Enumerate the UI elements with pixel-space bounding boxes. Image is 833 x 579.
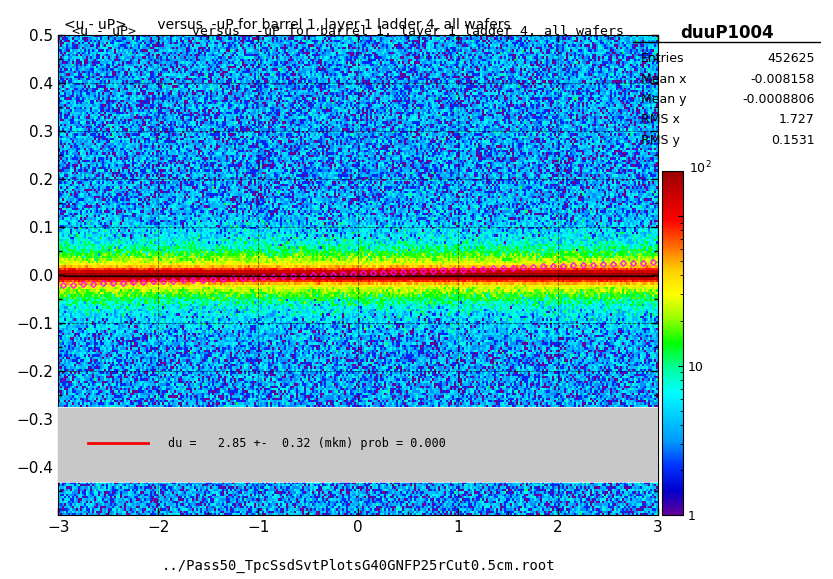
Text: <u - uP>       versus  -uP for barrel 1, layer 1 ladder 4, all wafers: <u - uP> versus -uP for barrel 1, layer … xyxy=(72,25,624,38)
Text: Mean x: Mean x xyxy=(641,72,686,86)
Text: 1.727: 1.727 xyxy=(779,113,815,126)
Text: <u - uP>       versus  -uP for barrel 1, layer 1 ladder 4, all wafers: <u - uP> versus -uP for barrel 1, layer … xyxy=(64,19,511,32)
Text: ../Pass50_TpcSsdSvtPlotsG40GNFP25rCut0.5cm.root: ../Pass50_TpcSsdSvtPlotsG40GNFP25rCut0.5… xyxy=(162,559,555,573)
Text: -0.008158: -0.008158 xyxy=(751,72,815,86)
Text: $\mathregular{10^2}$: $\mathregular{10^2}$ xyxy=(689,160,711,177)
Text: Entries: Entries xyxy=(641,52,684,65)
Text: -0.0008806: -0.0008806 xyxy=(742,93,815,106)
Bar xyxy=(58,407,658,482)
Text: Mean y: Mean y xyxy=(641,93,686,106)
Text: duuP1004: duuP1004 xyxy=(680,24,774,42)
Text: 0.1531: 0.1531 xyxy=(771,134,815,146)
Text: RMS y: RMS y xyxy=(641,134,680,146)
Text: RMS x: RMS x xyxy=(641,113,680,126)
Text: du =   2.85 +-  0.32 (mkm) prob = 0.000: du = 2.85 +- 0.32 (mkm) prob = 0.000 xyxy=(168,437,446,450)
Text: 452625: 452625 xyxy=(767,52,815,65)
